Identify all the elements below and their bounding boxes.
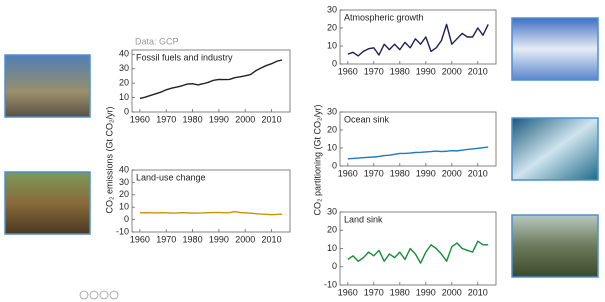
y-tick-label: -10: [324, 279, 337, 289]
x-tick-label: 2000: [442, 66, 462, 76]
x-tick-label: 1960: [338, 168, 358, 178]
x-tick-label: 2010: [262, 234, 282, 244]
panel-title: Ocean sink: [344, 114, 390, 124]
photo-clouds: [512, 18, 598, 80]
panel-title: Land-use change: [136, 172, 206, 182]
photo-forest: [512, 215, 598, 277]
y-tick-label: 30: [119, 177, 129, 187]
x-tick-label: 1990: [416, 287, 436, 297]
y-tick-label: 20: [327, 124, 337, 134]
x-tick-label: 1970: [364, 287, 384, 297]
panel-title: Land sink: [344, 214, 383, 224]
x-tick-label: 2010: [468, 287, 488, 297]
data-line: [348, 147, 488, 159]
data-line: [348, 241, 488, 263]
photo-ocean: [512, 118, 598, 180]
y-tick-label: 40: [119, 164, 129, 174]
x-tick-label: 2000: [235, 114, 255, 124]
x-tick-label: 1990: [416, 66, 436, 76]
x-tick-label: 1990: [209, 114, 229, 124]
license-icons: [80, 291, 118, 299]
x-tick-label: 2010: [468, 66, 488, 76]
x-tick-label: 2010: [468, 168, 488, 178]
photo-smokestacks: [5, 55, 90, 117]
y-tick-label: 20: [119, 78, 129, 88]
x-tick-label: 1970: [364, 66, 384, 76]
y-axis-label: CO₂ emissions (Gt CO₂/yr): [104, 107, 114, 214]
x-tick-label: 1970: [156, 114, 176, 124]
x-tick-label: 1990: [209, 234, 229, 244]
y-tick-label: 10: [327, 243, 337, 253]
y-tick-label: 30: [327, 106, 337, 116]
x-tick-label: 1960: [130, 234, 150, 244]
x-tick-label: 2000: [442, 168, 462, 178]
y-tick-label: 30: [119, 63, 129, 73]
data-line: [140, 212, 282, 215]
y-tick-label: 20: [327, 22, 337, 32]
x-tick-label: 1980: [390, 66, 410, 76]
x-tick-label: 1960: [130, 114, 150, 124]
y-tick-label: 0: [124, 106, 129, 116]
y-tick-label: 30: [327, 4, 337, 14]
panel-title: Atmospheric growth: [344, 12, 424, 22]
x-tick-label: 1970: [364, 168, 384, 178]
y-tick-label: 0: [124, 214, 129, 224]
y-tick-label: 30: [327, 206, 337, 216]
x-tick-label: 1960: [338, 287, 358, 297]
y-tick-label: 0: [332, 160, 337, 170]
y-tick-label: 10: [327, 142, 337, 152]
source-note: Data: GCP: [135, 36, 179, 46]
x-tick-label: 1980: [183, 234, 203, 244]
x-tick-label: 1970: [156, 234, 176, 244]
y-tick-label: 40: [119, 49, 129, 59]
x-tick-label: 1960: [338, 66, 358, 76]
x-tick-label: 1990: [416, 168, 436, 178]
y-tick-label: 0: [332, 261, 337, 271]
x-tick-label: 1980: [183, 114, 203, 124]
panel-title: Fossil fuels and industry: [136, 52, 233, 62]
data-line: [348, 24, 488, 56]
x-tick-label: 2000: [235, 234, 255, 244]
y-tick-label: 20: [119, 189, 129, 199]
y-tick-label: 10: [119, 92, 129, 102]
x-tick-label: 2000: [442, 287, 462, 297]
x-tick-label: 1980: [390, 168, 410, 178]
x-tick-label: 1980: [390, 287, 410, 297]
x-tick-label: 2010: [262, 114, 282, 124]
y-tick-label: 0: [332, 58, 337, 68]
y-tick-label: 20: [327, 225, 337, 235]
photo-logging: [5, 172, 90, 234]
figure: Data: GCP CO₂ emissions (Gt CO₂/yr) CO₂ …: [0, 0, 605, 302]
y-tick-label: 10: [119, 202, 129, 212]
y-tick-label: -10: [116, 226, 129, 236]
y-axis-label: CO₂ partitioning (Gt CO₂/yr): [312, 104, 322, 215]
y-tick-label: 10: [327, 40, 337, 50]
data-line: [140, 60, 282, 98]
